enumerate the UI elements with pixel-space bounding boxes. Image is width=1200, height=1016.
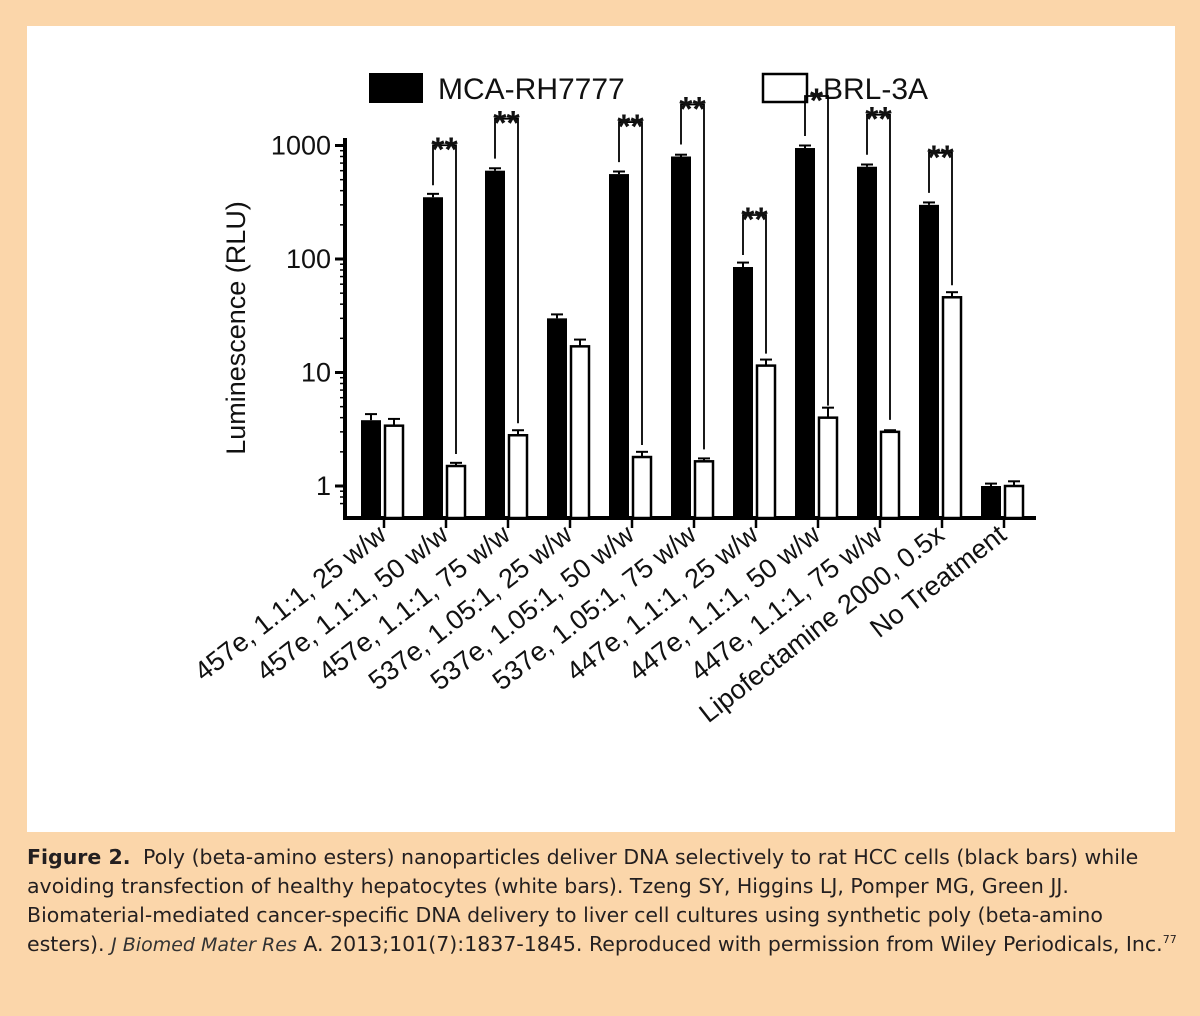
significance-bracket: [494, 117, 519, 424]
bar-brl-3a: [569, 345, 591, 520]
significance-bracket: [866, 113, 891, 420]
significance-marker: **: [431, 131, 458, 169]
significance-bracket: [804, 95, 829, 406]
bar-mca-rh7777: [361, 420, 381, 518]
bar-mca-rh7777: [981, 486, 1001, 518]
bar-mca-rh7777: [547, 318, 567, 518]
bar-brl-3a: [693, 460, 715, 520]
significance-bracket: [432, 144, 457, 455]
significance-marker: *: [810, 82, 824, 120]
significance-marker: **: [617, 108, 644, 146]
caption-journal: J Biomed Mater Res: [111, 934, 297, 956]
bar-brl-3a: [383, 424, 405, 520]
bar-brl-3a: [1003, 484, 1025, 520]
significance-marker: **: [679, 90, 706, 128]
significance-marker: **: [493, 105, 520, 143]
bar-chart: 1 10 100 1000 Luminescence (RLU) MCA-RH7777 BR…: [189, 72, 1036, 728]
figure-panel: 1 10 100 1000 Luminescence (RLU) MCA-RH7777 BR…: [27, 26, 1175, 832]
bar-mca-rh7777: [919, 204, 939, 518]
significance-bracket: [742, 214, 767, 354]
bar-mca-rh7777: [671, 156, 691, 519]
bar-brl-3a: [755, 364, 777, 520]
bar-brl-3a: [507, 433, 529, 520]
bar-brl-3a: [445, 464, 467, 520]
bar-brl-3a: [817, 416, 839, 520]
y-tick-label: 1: [316, 471, 331, 501]
significance-bracket: [928, 151, 953, 286]
caption-figure-label: Figure 2.: [27, 845, 131, 869]
significance-marker: **: [865, 101, 892, 139]
legend-swatch-mca-rh7777: [369, 73, 423, 103]
significance-marker: **: [927, 139, 954, 177]
legend-label-brl-3a: BRL-3A: [823, 73, 928, 106]
y-tick-label: 10: [301, 358, 331, 388]
bar-mca-rh7777: [423, 197, 443, 518]
caption-reference: 77: [1162, 933, 1177, 947]
y-tick-label: 1000: [271, 131, 331, 161]
bar-brl-3a: [631, 455, 653, 520]
significance-bracket: [618, 121, 643, 446]
bar-mca-rh7777: [609, 174, 629, 518]
figure-caption: Figure 2. Poly (beta-amino esters) nanop…: [27, 843, 1177, 960]
legend-swatch-brl-3a: [761, 72, 809, 104]
significance-bracket: [680, 103, 705, 450]
y-tick-label: 100: [286, 244, 331, 274]
caption-text: Poly (beta-amino esters) nanoparticles d…: [27, 845, 1139, 956]
bar-mca-rh7777: [485, 170, 505, 518]
bar-brl-3a: [941, 296, 963, 520]
significance-marker: **: [741, 201, 768, 239]
y-axis-label: Luminescence (RLU): [221, 201, 251, 455]
bar-mca-rh7777: [857, 166, 877, 519]
caption-text-after: A. 2013;101(7):1837-1845. Reproduced wit…: [303, 932, 1163, 956]
bar-brl-3a: [879, 430, 901, 520]
legend-label-mca-rh7777: MCA-RH7777: [438, 73, 625, 106]
bar-mca-rh7777: [733, 267, 753, 518]
bar-mca-rh7777: [795, 148, 815, 518]
